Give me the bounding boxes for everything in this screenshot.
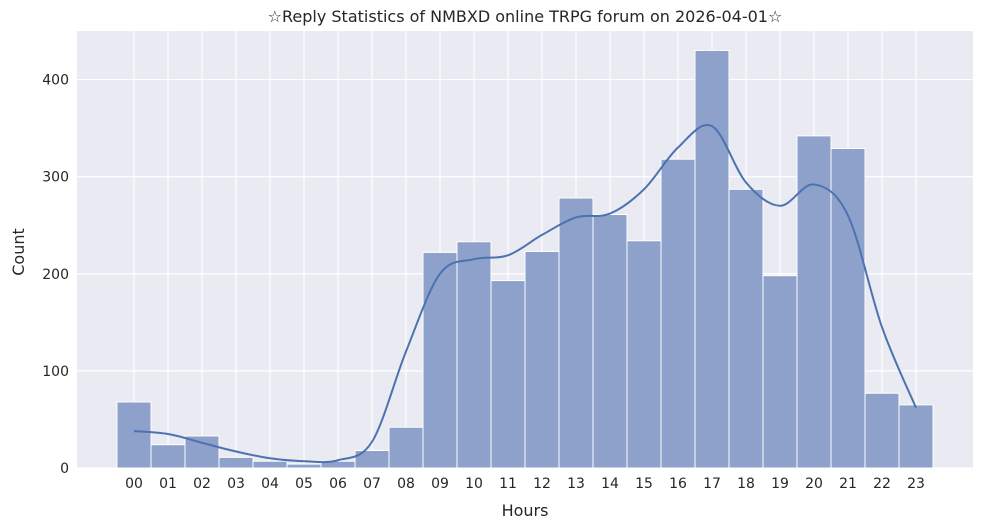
kde-curve <box>133 123 917 464</box>
x-tick-label: 11 <box>499 476 517 492</box>
x-axis-label: Hours <box>502 501 549 520</box>
y-axis-label: Count <box>9 228 28 276</box>
bar-hour-03 <box>218 456 254 469</box>
x-tick-label: 01 <box>159 476 177 492</box>
bar-hour-01 <box>150 444 186 469</box>
x-tick-label: 07 <box>363 476 381 492</box>
y-tick-label: 0 <box>60 461 69 477</box>
x-tick-label: 02 <box>193 476 211 492</box>
bar-hour-18 <box>728 188 764 469</box>
x-tick-labels: 00 01 02 03 04 05 06 07 08 09 10 11 12 13 14 15 16 17 18 19… <box>125 476 925 492</box>
y-tick-labels: 0 100 200 300 400 <box>42 73 69 477</box>
bar-hour-11 <box>490 280 526 469</box>
bar-hour-02 <box>184 435 220 469</box>
bar-hour-22 <box>864 392 900 469</box>
y-tick-label: 200 <box>42 267 69 283</box>
bar-hour-04 <box>252 460 288 469</box>
x-tick-label: 00 <box>125 476 143 492</box>
x-tick-label: 15 <box>635 476 653 492</box>
x-tick-label: 09 <box>431 476 449 492</box>
bar-hour-21 <box>830 148 866 469</box>
chart-title: ☆Reply Statistics of NMBXD online TRPG f… <box>268 7 783 26</box>
x-tick-label: 13 <box>567 476 585 492</box>
y-tick-label: 100 <box>42 364 69 380</box>
bar-hour-05 <box>286 463 322 469</box>
x-tick-label: 05 <box>295 476 313 492</box>
x-tick-label: 14 <box>601 476 619 492</box>
x-tick-label: 10 <box>465 476 483 492</box>
bar-hour-10 <box>456 241 492 469</box>
x-tick-label: 18 <box>737 476 755 492</box>
bar-hour-16 <box>660 158 696 469</box>
bar-hour-15 <box>626 240 662 469</box>
bar-hour-14 <box>592 214 628 469</box>
bar-hour-09 <box>422 251 458 469</box>
x-tick-label: 22 <box>873 476 891 492</box>
x-tick-label: 19 <box>771 476 789 492</box>
x-tick-label: 16 <box>669 476 687 492</box>
bar-hour-17 <box>694 49 730 469</box>
x-tick-label: 06 <box>329 476 347 492</box>
x-tick-label: 17 <box>703 476 721 492</box>
bar-hour-19 <box>762 275 798 469</box>
x-tick-label: 04 <box>261 476 279 492</box>
bar-hour-23 <box>898 404 934 469</box>
y-tick-label: 300 <box>42 170 69 186</box>
x-tick-label: 08 <box>397 476 415 492</box>
bar-hour-12 <box>524 250 560 469</box>
bar-hour-20 <box>796 135 832 469</box>
x-tick-label: 21 <box>839 476 857 492</box>
bar-hour-00 <box>116 401 152 469</box>
bars <box>116 49 934 469</box>
bar-hour-13 <box>558 197 594 469</box>
x-tick-label: 20 <box>805 476 823 492</box>
x-tick-label: 03 <box>227 476 245 492</box>
y-tick-label: 400 <box>42 73 69 89</box>
x-tick-label: 23 <box>907 476 925 492</box>
x-tick-label: 12 <box>533 476 551 492</box>
bar-hour-08 <box>388 426 424 469</box>
